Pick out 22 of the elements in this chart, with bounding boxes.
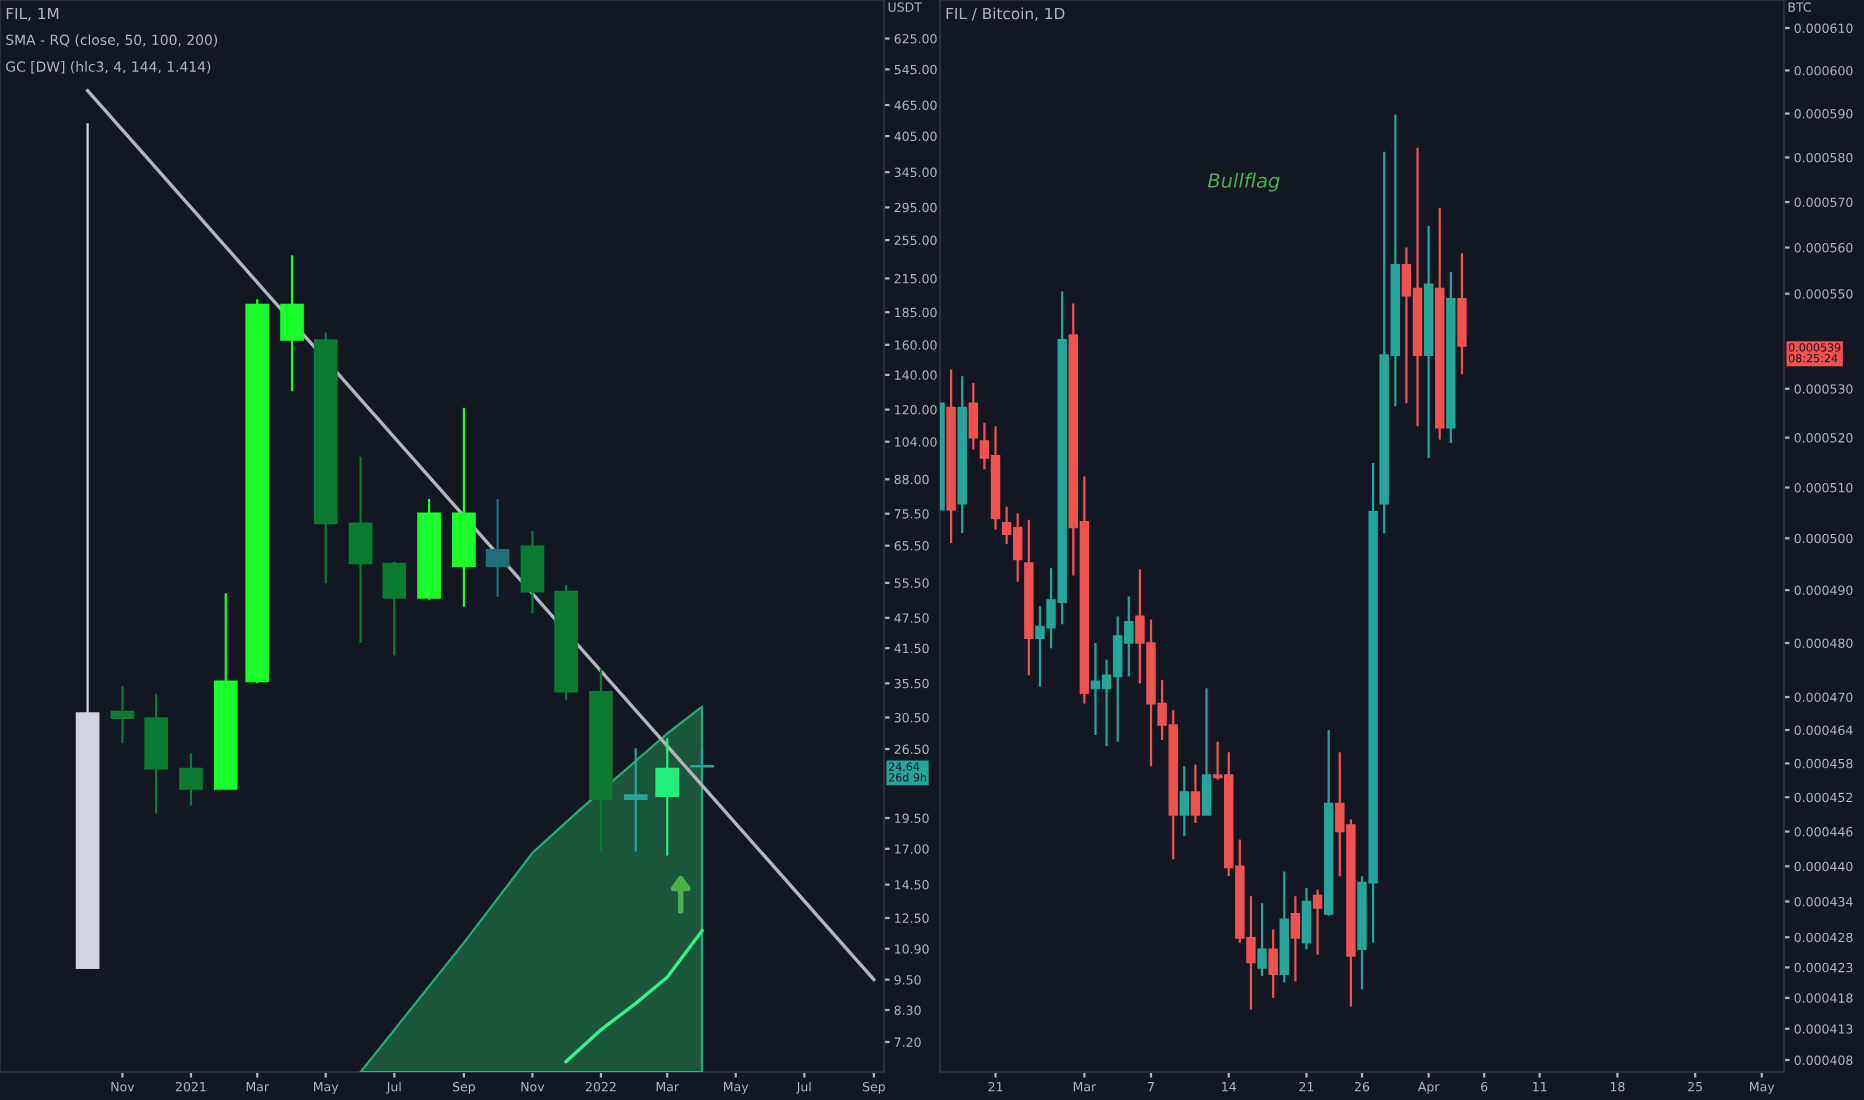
candlestick <box>1312 888 1323 956</box>
candlestick <box>179 752 203 807</box>
candlestick <box>485 497 510 598</box>
candlestick <box>348 455 373 644</box>
candlestick <box>1201 687 1212 816</box>
candlestick <box>1290 895 1301 983</box>
candlestick <box>1301 886 1312 951</box>
annotation: Bullflag <box>1207 172 1280 192</box>
candlestick <box>1190 763 1201 825</box>
candlestick <box>655 737 680 857</box>
candlestick <box>1257 902 1267 977</box>
candlestick <box>1457 252 1467 376</box>
line-series <box>564 929 704 1064</box>
candlestick <box>1179 765 1190 838</box>
candlestick <box>623 747 648 853</box>
candlestick <box>1268 928 1278 999</box>
candlestick <box>110 685 135 745</box>
candlestick <box>382 560 407 657</box>
candlestick <box>520 529 545 615</box>
candlestick <box>690 747 714 768</box>
candlestick <box>280 254 304 393</box>
candlestick <box>968 381 979 451</box>
